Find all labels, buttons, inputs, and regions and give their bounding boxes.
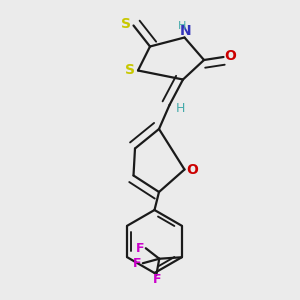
Text: O: O (224, 50, 236, 63)
Text: H: H (178, 21, 186, 31)
Text: F: F (153, 273, 161, 286)
Text: S: S (124, 63, 135, 77)
Text: O: O (186, 164, 198, 177)
Text: N: N (180, 24, 191, 38)
Text: F: F (133, 257, 142, 270)
Text: H: H (176, 101, 186, 115)
Text: F: F (136, 242, 145, 255)
Text: S: S (121, 17, 131, 31)
